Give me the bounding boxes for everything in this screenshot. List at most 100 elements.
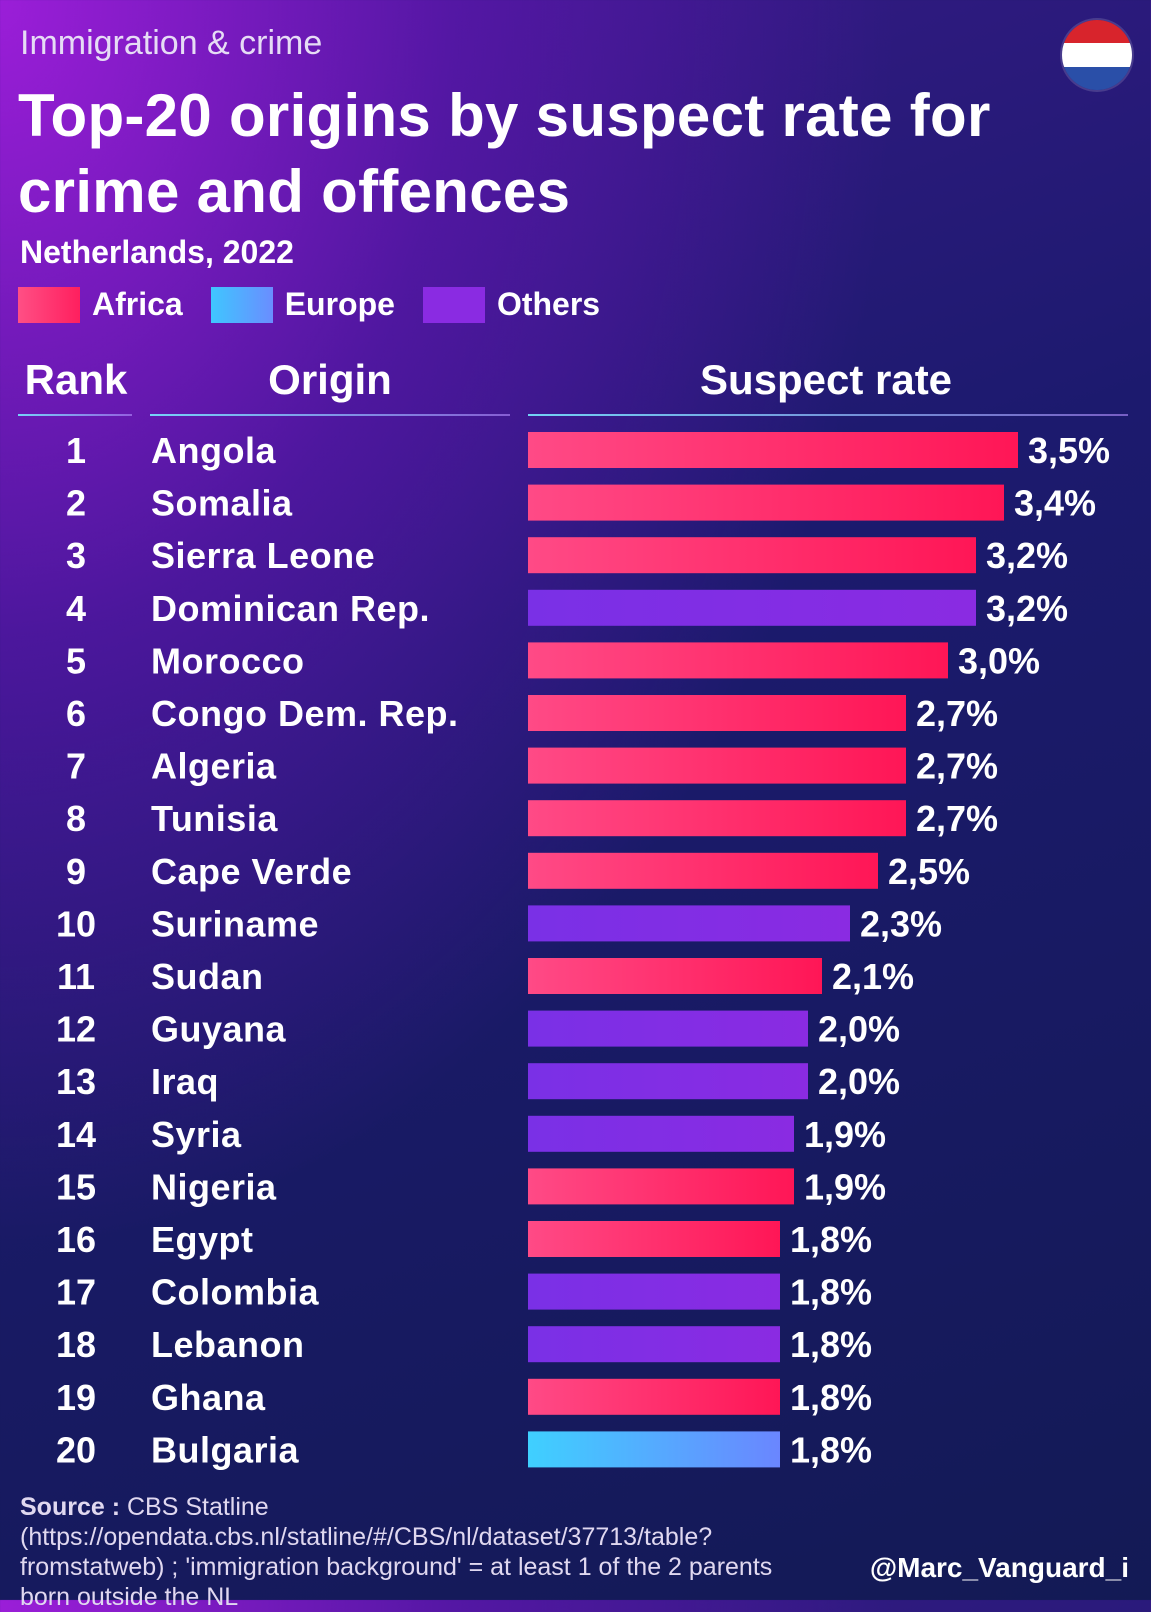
kicker: Immigration & crime xyxy=(20,24,323,62)
origin-label: Guyana xyxy=(151,1009,287,1050)
source-label: Source : xyxy=(20,1493,121,1521)
legend-swatch-europe xyxy=(210,286,273,323)
origin-label: Suriname xyxy=(151,903,319,944)
value-label: 2,5% xyxy=(888,851,970,892)
value-label: 1,8% xyxy=(790,1429,872,1470)
rank-label: 10 xyxy=(56,903,96,944)
origin-label: Dominican Rep. xyxy=(151,588,430,629)
rank-label: 5 xyxy=(66,640,86,681)
origin-label: Sierra Leone xyxy=(151,535,375,576)
value-label: 3,4% xyxy=(1014,483,1096,524)
column-divider-rank xyxy=(18,414,132,416)
bar-others xyxy=(528,905,850,942)
bar-africa xyxy=(528,1221,780,1257)
legend: Africa Europe Others xyxy=(18,286,628,323)
legend-item-africa: Africa xyxy=(18,286,183,323)
rank-label: 11 xyxy=(57,956,95,997)
legend-label-africa: Africa xyxy=(92,286,183,322)
origin-label: Iraq xyxy=(151,1061,219,1102)
bar-others xyxy=(528,1326,780,1363)
bar-chart: 1 Angola 3,5% 2 Somalia 3,4% 3 Sierra Leone 3,2%… xyxy=(56,430,1110,1470)
legend-item-europe: Europe xyxy=(210,286,395,323)
value-label: 1,8% xyxy=(790,1377,872,1418)
bar-others xyxy=(528,1273,780,1310)
origin-label: Nigeria xyxy=(151,1166,277,1207)
rank-label: 12 xyxy=(56,1009,96,1050)
origin-label: Egypt xyxy=(151,1219,254,1260)
origin-label: Syria xyxy=(151,1114,242,1155)
legend-label-others: Others xyxy=(496,286,601,322)
column-divider-origin xyxy=(150,414,510,416)
value-label: 1,8% xyxy=(790,1272,872,1313)
rank-label: 13 xyxy=(56,1061,96,1102)
bar-others xyxy=(528,1063,808,1100)
rank-label: 4 xyxy=(66,588,86,629)
origin-label: Colombia xyxy=(151,1272,319,1313)
bar-europe xyxy=(528,1431,780,1468)
rank-label: 3 xyxy=(66,535,86,576)
origin-label: Cape Verde xyxy=(151,851,352,892)
origin-label: Somalia xyxy=(151,483,293,524)
value-label: 3,2% xyxy=(986,535,1068,576)
bar-others xyxy=(528,1115,794,1152)
origin-label: Sudan xyxy=(151,956,264,997)
bar-others xyxy=(528,1010,808,1047)
value-label: 2,3% xyxy=(860,903,942,944)
legend-swatch-others xyxy=(422,286,485,323)
rank-label: 6 xyxy=(66,693,86,734)
bar-africa xyxy=(528,800,906,837)
value-label: 3,5% xyxy=(1028,430,1110,471)
column-divider-rate xyxy=(528,414,1128,416)
value-label: 3,2% xyxy=(986,588,1068,629)
netherlands-flag-icon xyxy=(1062,20,1132,90)
origin-label: Ghana xyxy=(151,1377,266,1418)
value-label: 2,1% xyxy=(832,956,914,997)
rank-label: 7 xyxy=(66,746,86,787)
legend-item-others: Others xyxy=(422,286,601,323)
column-header-rank: Rank xyxy=(24,356,128,403)
value-label: 2,7% xyxy=(916,798,998,839)
column-header-origin: Origin xyxy=(268,356,392,403)
legend-label-europe: Europe xyxy=(284,286,395,322)
subtitle: Netherlands, 2022 xyxy=(20,234,294,270)
column-header-rate: Suspect rate xyxy=(699,356,953,403)
rank-label: 18 xyxy=(56,1324,96,1365)
bar-africa xyxy=(528,695,906,731)
origin-label: Congo Dem. Rep. xyxy=(151,693,459,734)
source-note: Source : CBS Statline (https://opendata.… xyxy=(20,1492,820,1612)
source-text: CBS Statline (https://opendata.cbs.nl/st… xyxy=(20,1493,773,1611)
rank-label: 14 xyxy=(56,1114,96,1155)
bar-africa xyxy=(528,537,976,574)
bar-africa xyxy=(528,1378,780,1415)
legend-swatch-africa xyxy=(18,286,80,323)
rank-label: 9 xyxy=(66,851,86,892)
origin-label: Bulgaria xyxy=(151,1429,300,1470)
bar-africa xyxy=(528,747,906,784)
rank-label: 19 xyxy=(56,1377,96,1418)
rank-label: 16 xyxy=(56,1219,96,1260)
bar-africa xyxy=(528,642,948,679)
rank-label: 20 xyxy=(56,1429,96,1470)
value-label: 1,8% xyxy=(790,1219,872,1260)
bar-africa xyxy=(528,958,822,994)
rank-label: 1 xyxy=(66,430,86,471)
bar-africa xyxy=(528,1168,794,1205)
bar-others xyxy=(528,589,976,626)
origin-label: Algeria xyxy=(151,746,277,787)
page-title: Top-20 origins by suspect rate for crime… xyxy=(18,82,991,225)
bar-africa xyxy=(528,432,1018,468)
rank-label: 8 xyxy=(66,798,86,839)
author-handle: @Marc_Vanguard_i xyxy=(869,1552,1129,1583)
bar-africa xyxy=(528,484,1004,521)
value-label: 1,9% xyxy=(804,1166,886,1207)
bar-africa xyxy=(528,852,878,889)
origin-label: Morocco xyxy=(151,640,305,681)
value-label: 2,0% xyxy=(818,1061,900,1102)
origin-label: Lebanon xyxy=(151,1324,305,1365)
origin-label: Angola xyxy=(151,430,276,471)
rank-label: 17 xyxy=(56,1272,96,1313)
value-label: 3,0% xyxy=(958,640,1040,681)
value-label: 2,7% xyxy=(916,746,998,787)
origin-label: Tunisia xyxy=(151,798,278,839)
rank-label: 15 xyxy=(56,1166,96,1207)
